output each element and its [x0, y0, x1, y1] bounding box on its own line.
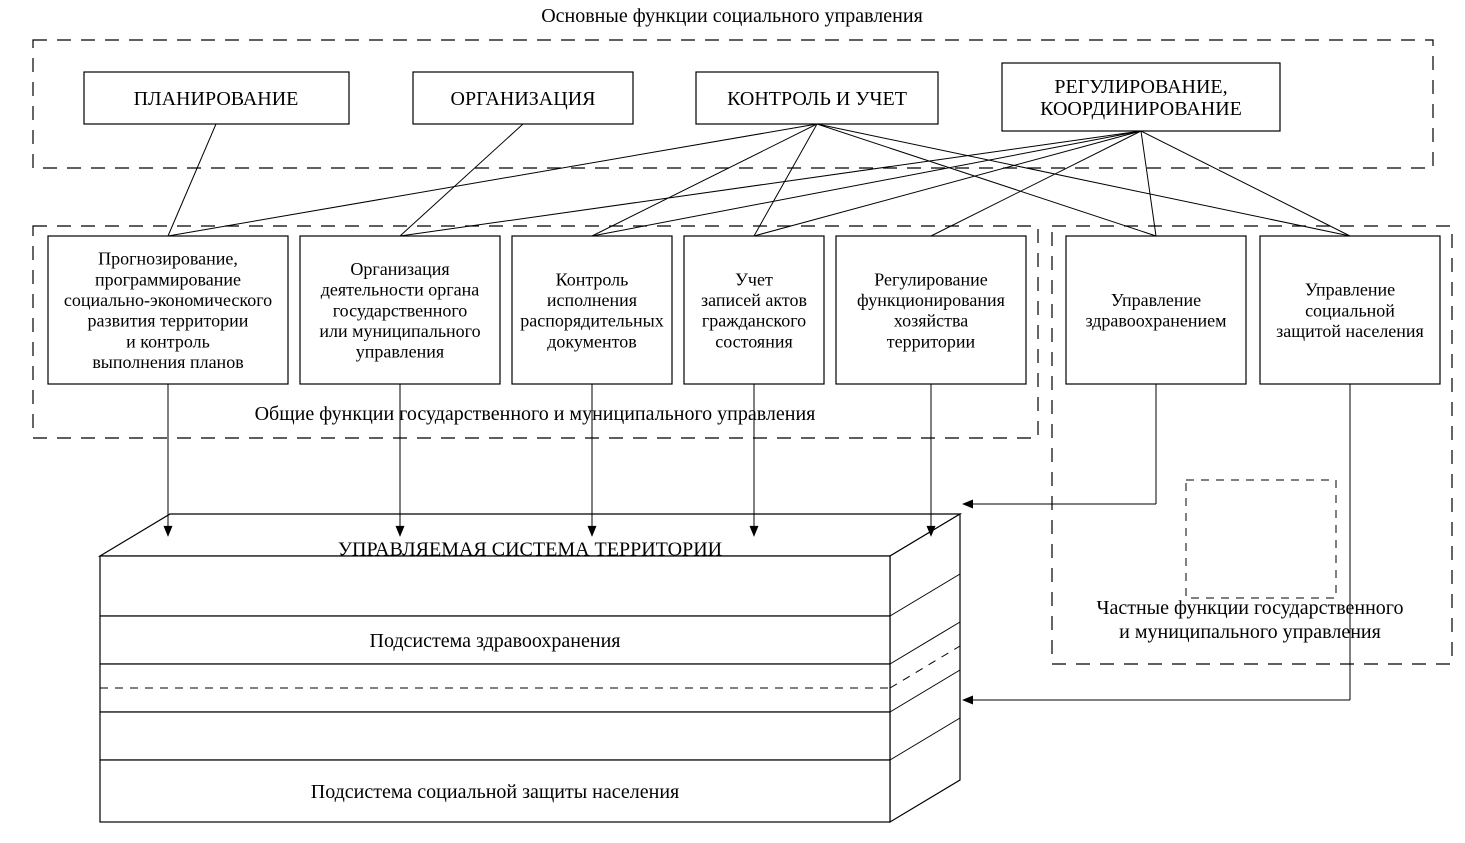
svg-text:распорядительных: распорядительных: [520, 311, 663, 331]
svg-text:функционирования: функционирования: [857, 290, 1005, 310]
svg-text:программирование: программирование: [95, 269, 241, 289]
top-title: Основные функции социального управления: [541, 5, 923, 27]
svg-text:гражданского: гражданского: [702, 311, 806, 331]
svg-text:состояния: состояния: [715, 331, 793, 351]
svg-text:или муниципального: или муниципального: [319, 321, 480, 341]
svg-text:хозяйства: хозяйства: [894, 311, 968, 331]
svg-text:Управление: Управление: [1111, 290, 1201, 310]
svg-text:развития территории: развития территории: [88, 311, 249, 331]
svg-text:документов: документов: [547, 331, 637, 351]
general-functions-label: Общие функции государственного и муницип…: [255, 403, 816, 425]
stack-layer-L0: [100, 556, 890, 616]
stack-layer-label-L1: Подсистема здравоохранения: [370, 630, 621, 652]
svg-text:Прогнозирование,: Прогнозирование,: [98, 249, 238, 269]
svg-text:защитой населения: защитой населения: [1276, 321, 1424, 341]
svg-text:записей актов: записей актов: [701, 290, 807, 310]
stack-title: УПРАВЛЯЕМАЯ СИСТЕМА ТЕРРИТОРИИ: [338, 538, 722, 560]
svg-text:Контроль: Контроль: [556, 269, 629, 289]
private-functions-label-2: и муниципального управления: [1119, 621, 1381, 643]
svg-text:выполнения планов: выполнения планов: [92, 352, 243, 372]
svg-text:Организация: Организация: [350, 259, 449, 279]
svg-text:социальной: социальной: [1305, 300, 1395, 320]
stack-layer-L3: [100, 712, 890, 760]
svg-text:управления: управления: [356, 342, 444, 362]
svg-text:и контроль: и контроль: [126, 331, 210, 351]
stack-side-face: [890, 514, 960, 822]
svg-text:Регулирование: Регулирование: [874, 269, 987, 289]
private-inner-rect: [1186, 480, 1336, 598]
private-functions-label-1: Частные функции государственного: [1096, 597, 1403, 619]
svg-text:КООРДИНИРОВАНИЕ: КООРДИНИРОВАНИЕ: [1040, 98, 1242, 120]
svg-text:государственного: государственного: [333, 300, 468, 320]
svg-text:РЕГУЛИРОВАНИЕ,: РЕГУЛИРОВАНИЕ,: [1054, 76, 1227, 98]
svg-text:ОРГАНИЗАЦИЯ: ОРГАНИЗАЦИЯ: [451, 88, 596, 110]
svg-text:Управление: Управление: [1305, 280, 1395, 300]
svg-text:деятельности органа: деятельности органа: [321, 280, 480, 300]
stack-layer-label-L4: Подсистема социальной защиты населения: [311, 781, 679, 803]
svg-text:социально-экономического: социально-экономического: [64, 290, 272, 310]
svg-text:Учет: Учет: [735, 269, 773, 289]
svg-text:территории: территории: [887, 331, 976, 351]
svg-text:КОНТРОЛЬ И УЧЕТ: КОНТРОЛЬ И УЧЕТ: [727, 88, 907, 110]
svg-text:исполнения: исполнения: [547, 290, 637, 310]
diagram-canvas: Основные функции социального управления П…: [0, 0, 1465, 843]
svg-text:ПЛАНИРОВАНИЕ: ПЛАНИРОВАНИЕ: [134, 88, 299, 110]
svg-text:здравоохранением: здравоохранением: [1085, 311, 1226, 331]
